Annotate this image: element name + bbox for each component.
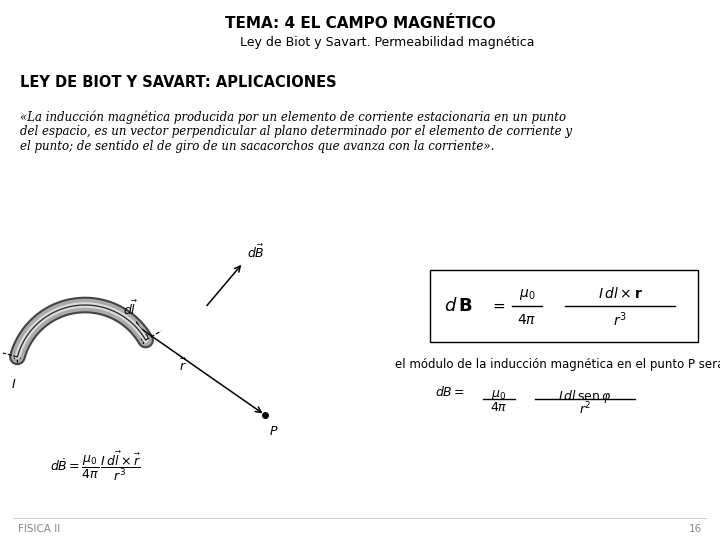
Text: $I\,dl\,\mathrm{sen}\,\varphi$: $I\,dl\,\mathrm{sen}\,\varphi$ <box>558 388 612 405</box>
Text: $d\,\mathbf{B}$: $d\,\mathbf{B}$ <box>444 297 473 315</box>
Bar <box>430 270 698 342</box>
Text: Ley de Biot y Savart. Permeabilidad magnética: Ley de Biot y Savart. Permeabilidad magn… <box>240 36 534 49</box>
Text: LEY DE BIOT Y SAVART: APLICACIONES: LEY DE BIOT Y SAVART: APLICACIONES <box>20 75 337 90</box>
Text: $\mu_0$: $\mu_0$ <box>518 287 535 301</box>
Text: $r^2$: $r^2$ <box>579 401 591 417</box>
Text: $I\,dl\times\mathbf{r}$: $I\,dl\times\mathbf{r}$ <box>598 286 642 300</box>
Text: el módulo de la inducción magnética en el punto P será:: el módulo de la inducción magnética en e… <box>395 358 720 371</box>
Text: $dB=$: $dB=$ <box>435 385 465 399</box>
Text: $\varphi$: $\varphi$ <box>139 332 149 346</box>
Text: $d\dot{B}=\dfrac{\mu_{0}}{4\pi}\,\dfrac{I\,d\vec{l}\times\vec{r}}{r^{3}}$: $d\dot{B}=\dfrac{\mu_{0}}{4\pi}\,\dfrac{… <box>50 450 141 483</box>
Text: TEMA: 4 EL CAMPO MAGNÉTICO: TEMA: 4 EL CAMPO MAGNÉTICO <box>225 16 495 31</box>
Text: el punto; de sentido el de giro de un sacacorchos que avanza con la corriente».: el punto; de sentido el de giro de un sa… <box>20 140 495 153</box>
Text: 16: 16 <box>689 524 702 534</box>
Text: $P$: $P$ <box>269 425 279 438</box>
Text: $\vec{r}$: $\vec{r}$ <box>179 358 187 374</box>
Text: $r^3$: $r^3$ <box>613 310 627 329</box>
Text: $d\vec{B}$: $d\vec{B}$ <box>247 244 265 261</box>
Text: del espacio, es un vector perpendicular al plano determinado por el elemento de : del espacio, es un vector perpendicular … <box>20 125 572 138</box>
Text: $\mu_0$: $\mu_0$ <box>492 388 507 402</box>
Text: $=$: $=$ <box>490 299 506 313</box>
Text: $4\pi$: $4\pi$ <box>518 313 536 327</box>
Text: «La inducción magnética producida por un elemento de corriente estacionaria en u: «La inducción magnética producida por un… <box>20 110 566 124</box>
Text: $d\vec{l}$: $d\vec{l}$ <box>124 300 139 318</box>
Text: $4\pi$: $4\pi$ <box>490 401 508 414</box>
Text: $I$: $I$ <box>12 379 17 392</box>
Text: FISICA II: FISICA II <box>18 524 60 534</box>
